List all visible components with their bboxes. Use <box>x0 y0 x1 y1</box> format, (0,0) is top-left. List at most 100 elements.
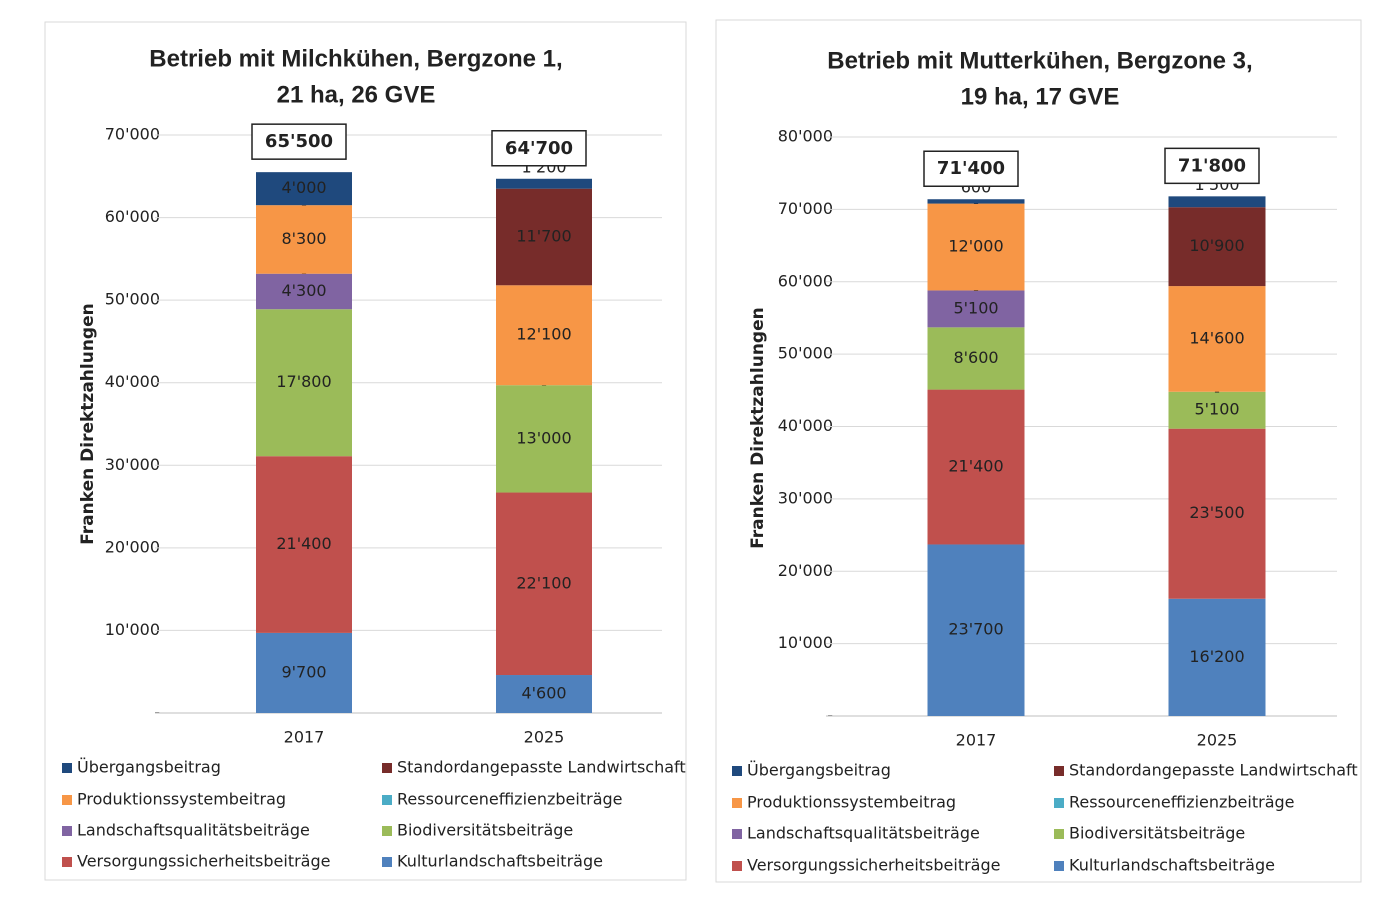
total-box <box>251 123 347 160</box>
legend-label: Ressourceneffizienzbeiträge <box>397 790 623 809</box>
x-tick-label: 2025 <box>1197 731 1238 750</box>
y-tick-label: 80'000 <box>778 127 833 146</box>
y-tick-label: 60'000 <box>105 207 160 226</box>
y-tick-label: 30'000 <box>778 488 833 507</box>
data-label: 8'300 <box>281 229 326 248</box>
data-label: 12'000 <box>948 237 1003 256</box>
total-label: 65'500 <box>265 131 333 152</box>
bar-segment <box>927 544 1025 716</box>
data-label: 14'600 <box>1189 328 1244 347</box>
data-label: 12'100 <box>516 325 571 344</box>
y-axis-label: Franken Direktzahlungen <box>78 303 98 544</box>
data-label: 8'600 <box>953 348 998 367</box>
y-tick-label: 60'000 <box>778 271 833 290</box>
y-tick-label: 20'000 <box>778 561 833 580</box>
legend-swatch <box>1054 829 1064 839</box>
y-tick-label: 50'000 <box>778 344 833 363</box>
legend-label: Versorgungssicherheitsbeiträge <box>747 856 1000 875</box>
bar-segment <box>496 675 592 713</box>
data-label: 13'000 <box>516 428 571 447</box>
legend-label: Landschaftsqualitätsbeiträge <box>747 824 980 843</box>
data-label: 21'400 <box>948 457 1003 476</box>
x-tick-label: 2025 <box>524 728 565 747</box>
bar-segment <box>927 203 1025 291</box>
total-box <box>491 130 587 167</box>
legend-label: Übergangsbeitrag <box>77 758 221 777</box>
bar-segment <box>256 632 352 713</box>
data-label: 5'100 <box>953 298 998 317</box>
bar-segment <box>1168 428 1266 599</box>
y-tick-label: 40'000 <box>778 416 833 435</box>
y-tick-label: 70'000 <box>778 199 833 218</box>
bar-segment <box>496 178 592 189</box>
chart-title: Betrieb mit Mutterkühen, Bergzone 3, <box>827 47 1252 74</box>
data-label: 23'500 <box>1189 503 1244 522</box>
data-label: 16'200 <box>1189 647 1244 666</box>
legend-swatch <box>62 795 72 805</box>
bar-segment <box>256 172 352 206</box>
legend-label: Übergangsbeitrag <box>747 761 891 780</box>
y-tick-label: 70'000 <box>105 125 160 144</box>
y-tick-label: 20'000 <box>105 537 160 556</box>
legend-swatch <box>1054 861 1064 871</box>
legend-label: Standordangepasste Landwirtschaft <box>1069 761 1358 780</box>
legend-swatch <box>382 763 392 773</box>
legend-swatch <box>382 795 392 805</box>
bar-segment <box>927 290 1025 328</box>
legend-swatch <box>1054 766 1064 776</box>
legend-label: Standordangepasste Landwirtschaft <box>397 758 686 777</box>
legend-swatch <box>382 826 392 836</box>
data-label: 22'100 <box>516 573 571 592</box>
legend-label: Produktionssystembeitrag <box>747 793 956 812</box>
total-box <box>1164 147 1260 185</box>
x-tick-label: 2017 <box>956 731 997 750</box>
data-label: 23'700 <box>948 620 1003 639</box>
chart-title: Betrieb mit Milchkühen, Bergzone 1, <box>149 45 562 72</box>
total-box <box>923 150 1019 187</box>
legend-label: Produktionssystembeitrag <box>77 790 286 809</box>
bar-segment <box>1168 286 1266 392</box>
data-label: 4'600 <box>521 684 566 703</box>
legend-swatch <box>732 829 742 839</box>
bar-segment <box>496 492 592 676</box>
legend-label: Landschaftsqualitätsbeiträge <box>77 821 310 840</box>
bar-segment <box>1168 598 1266 716</box>
bar-segment <box>927 389 1025 545</box>
legend-swatch <box>1054 798 1064 808</box>
legend-swatch <box>732 798 742 808</box>
data-label: 5'100 <box>1194 400 1239 419</box>
y-tick-label: 40'000 <box>105 372 160 391</box>
bar-segment <box>256 273 352 310</box>
bar-segment <box>496 188 592 286</box>
y-tick-label: 50'000 <box>105 290 160 309</box>
data-label: 21'400 <box>276 534 331 553</box>
data-label: 4'000 <box>281 178 326 197</box>
bar-segment <box>496 285 592 386</box>
legend-swatch <box>732 766 742 776</box>
bar-segment <box>256 456 352 633</box>
x-tick-label: 2017 <box>284 728 325 747</box>
bar-segment <box>256 205 352 274</box>
data-label: 10'900 <box>1189 236 1244 255</box>
data-label: 9'700 <box>281 662 326 681</box>
total-label: 64'700 <box>505 138 573 159</box>
total-label: 71'800 <box>1178 155 1246 176</box>
legend-swatch <box>62 826 72 836</box>
bar-segment <box>1168 391 1266 429</box>
legend-label: Versorgungssicherheitsbeiträge <box>77 852 330 871</box>
data-label: 11'700 <box>516 226 571 245</box>
legend-label: Kulturlandschaftsbeiträge <box>397 852 603 871</box>
legend-label: Kulturlandschaftsbeiträge <box>1069 856 1275 875</box>
y-tick-label: - <box>827 706 833 725</box>
y-tick-label: - <box>154 703 160 722</box>
total-label: 71'400 <box>937 158 1005 179</box>
legend-label: Biodiversitätsbeiträge <box>397 821 573 840</box>
legend-label: Biodiversitätsbeiträge <box>1069 824 1245 843</box>
data-label: 4'300 <box>281 281 326 300</box>
bar-segment <box>1168 207 1266 287</box>
legend-swatch <box>732 861 742 871</box>
legend-label: Ressourceneffizienzbeiträge <box>1069 793 1295 812</box>
y-tick-label: 10'000 <box>778 633 833 652</box>
data-label: 17'800 <box>276 372 331 391</box>
